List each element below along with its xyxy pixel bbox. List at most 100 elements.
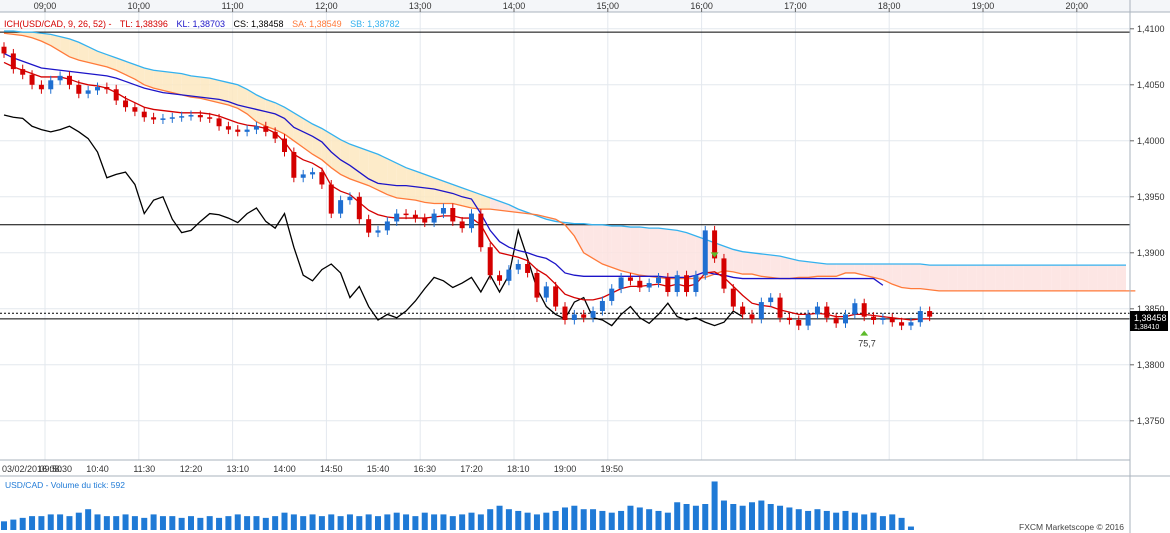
volume-bar — [580, 509, 587, 530]
volume-bar — [365, 514, 372, 530]
cloud-segment — [406, 167, 416, 201]
volume-bar — [113, 516, 120, 530]
cloud-segment — [275, 102, 285, 135]
volume-bar — [431, 514, 438, 530]
cloud-segment — [901, 264, 911, 289]
volume-bar — [674, 502, 681, 530]
volume-bar — [384, 514, 391, 530]
volume-bar — [38, 516, 45, 530]
volume-bar — [571, 505, 578, 530]
candle-body — [674, 275, 680, 292]
cloud-segment — [1051, 265, 1061, 291]
volume-bar — [346, 514, 353, 530]
top-time-label: 20:00 — [1066, 1, 1089, 11]
bottom-time-label: 11:30 — [133, 464, 155, 474]
volume-bar — [767, 504, 774, 530]
volume-bar — [440, 514, 447, 530]
volume-bar — [749, 502, 755, 530]
cloud-segment — [312, 124, 322, 160]
top-time-label: 09:00 — [34, 1, 57, 11]
volume-bar — [234, 514, 241, 530]
candle-body — [431, 213, 437, 223]
candle-body — [440, 208, 446, 214]
volume-bar — [141, 517, 148, 530]
volume-bar — [253, 516, 260, 530]
cloud-segment — [181, 73, 191, 98]
cloud-segment — [929, 265, 939, 291]
candle-body — [48, 80, 54, 90]
candle-body — [188, 115, 194, 117]
volume-bar — [562, 507, 568, 530]
candle-body — [740, 306, 746, 315]
candle-body — [179, 116, 185, 118]
candle-body — [29, 74, 35, 85]
volume-bar — [29, 516, 36, 530]
volume-bar — [898, 517, 905, 530]
candle-body — [253, 126, 259, 130]
cloud-segment — [817, 262, 827, 277]
volume-bar — [618, 510, 625, 530]
volume-bar — [449, 516, 456, 530]
candle-body — [95, 87, 100, 91]
volume-bar — [85, 509, 92, 530]
candle-body — [459, 221, 465, 229]
price-label: 1,3900 — [1137, 248, 1165, 258]
candle-body — [151, 117, 157, 120]
candle-body — [123, 100, 129, 108]
candle-body — [403, 213, 409, 216]
kijun-line — [3, 52, 884, 286]
volume-bar — [262, 517, 269, 530]
cloud-segment — [219, 80, 229, 105]
cloud-segment — [125, 61, 135, 80]
candle-body — [282, 138, 287, 152]
cloud-segment — [826, 264, 837, 277]
candle-body — [469, 213, 474, 229]
volume-bar — [57, 514, 64, 530]
volume-bar — [75, 512, 82, 530]
volume-bar — [590, 509, 597, 530]
candle-body — [852, 303, 858, 315]
candle-body — [627, 277, 633, 281]
cloud-segment — [985, 265, 996, 291]
candle-body — [225, 126, 231, 130]
cloud-segment — [1023, 265, 1033, 291]
candle-body — [871, 316, 877, 320]
cloud-segment — [845, 264, 855, 273]
candle-body — [665, 277, 671, 292]
volume-bar — [777, 505, 784, 530]
candle-body — [300, 174, 306, 178]
candle-body — [525, 264, 531, 273]
bottom-time-label: 10:40 — [86, 464, 109, 474]
cloud-segment — [780, 256, 790, 279]
cloud-segment — [60, 36, 70, 57]
volume-bar — [627, 505, 634, 530]
candle-body — [38, 84, 44, 90]
cloud-segment — [97, 51, 107, 67]
price-tag-box — [1130, 311, 1168, 331]
volume-bar — [94, 514, 101, 530]
cloud-segment — [621, 225, 631, 273]
cloud-segment — [967, 265, 977, 291]
volume-bar — [702, 504, 709, 530]
volume-bar — [421, 512, 428, 530]
cloud-segment — [798, 260, 809, 278]
current-price-tag: 1,38458 1,38410 — [1130, 311, 1168, 331]
cloud-segment — [368, 150, 378, 191]
volume-bar — [870, 512, 877, 530]
candle-body — [637, 280, 643, 288]
cloud-segment — [910, 264, 921, 289]
candle-body — [328, 184, 334, 214]
top-time-label: 15:00 — [597, 1, 620, 11]
cloud-segment — [508, 204, 519, 213]
cloud-segment — [667, 229, 678, 279]
volume-bar — [375, 516, 381, 530]
cloud-segment — [321, 128, 332, 168]
candle-body — [796, 320, 802, 326]
candle-body — [758, 302, 764, 319]
volume-bar — [655, 510, 662, 530]
cloud-segment — [920, 264, 930, 290]
top-time-label: 19:00 — [972, 1, 995, 11]
candle-body — [721, 258, 727, 289]
volume-bar — [10, 519, 17, 530]
cloud-segment — [583, 223, 594, 259]
